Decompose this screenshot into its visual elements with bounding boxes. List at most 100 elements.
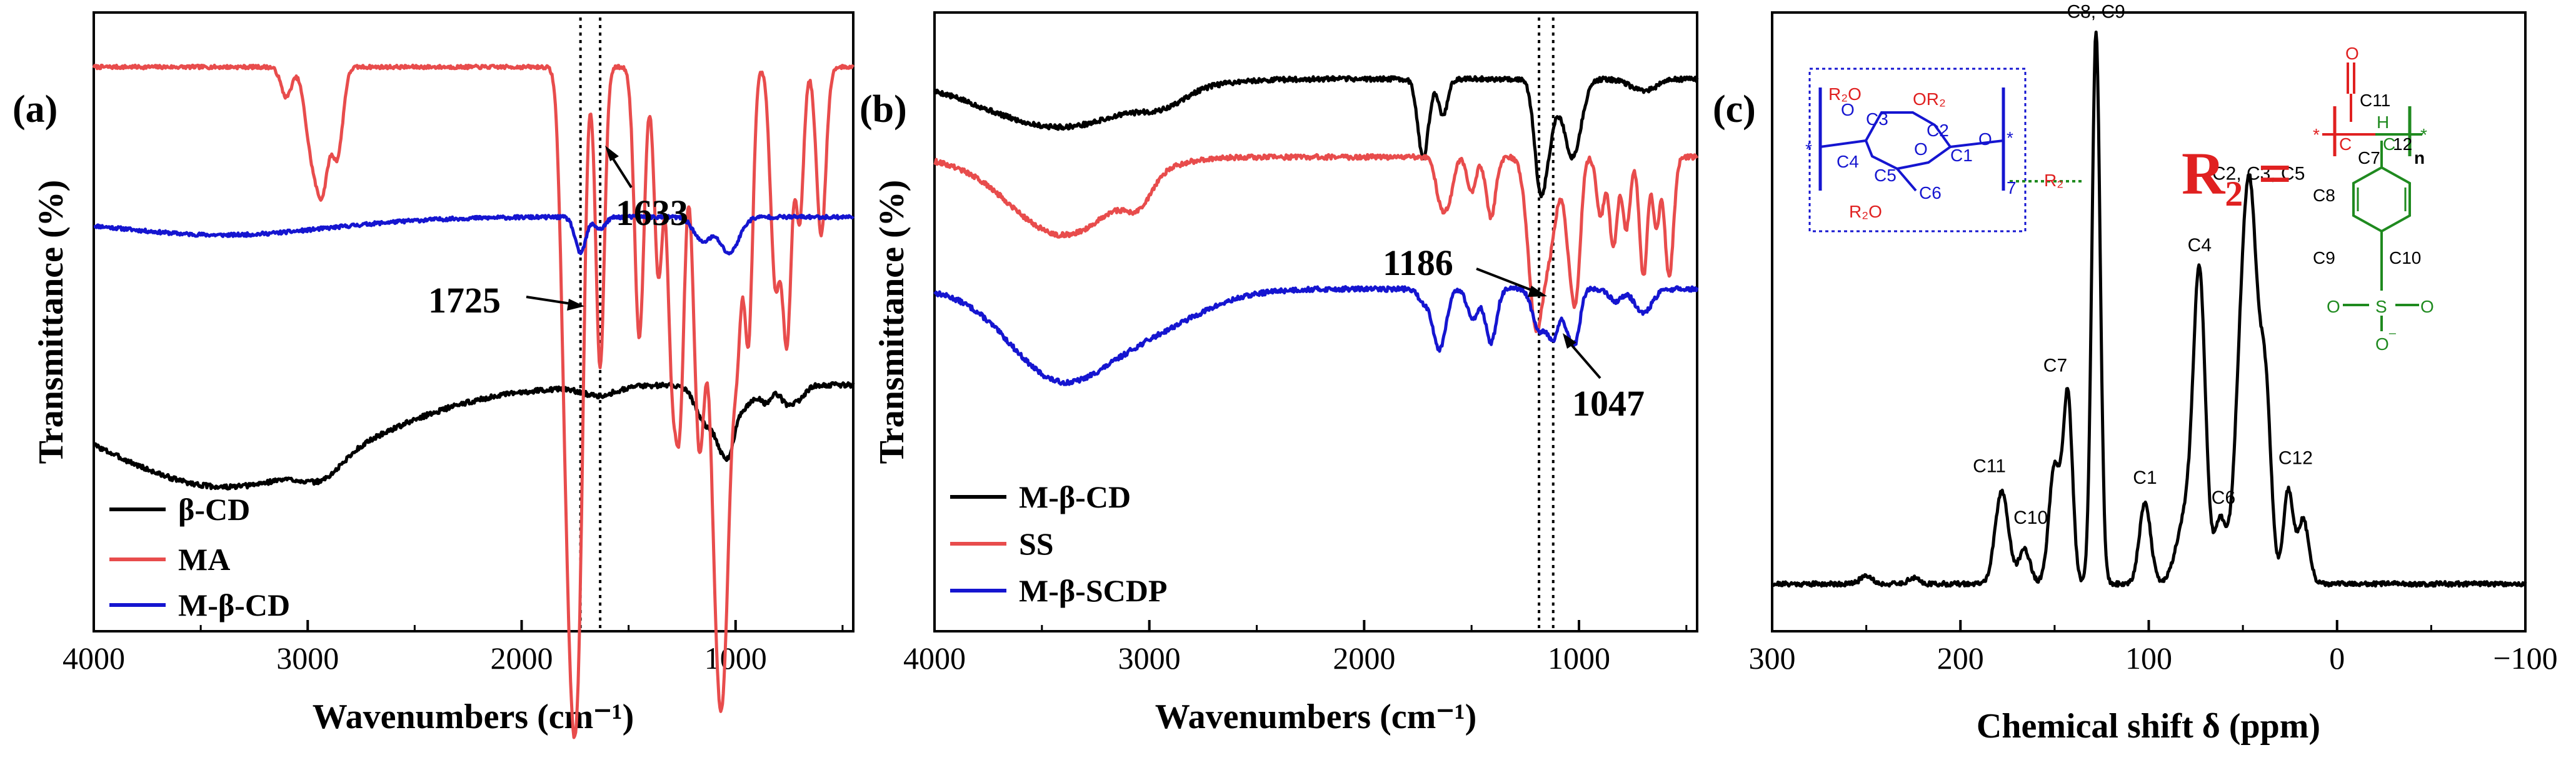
- peak-label: C11: [1973, 456, 2006, 476]
- cd-dotted-box: [1808, 68, 2027, 232]
- cd-label-star-left: *: [1805, 139, 1812, 159]
- poly-label-n: n: [2414, 148, 2425, 168]
- peak-label: C7: [2043, 355, 2067, 376]
- poly-label-c-green: C: [2383, 134, 2395, 154]
- peak-label: C1: [2133, 468, 2157, 488]
- cd-label-c2: C2: [1927, 121, 1949, 140]
- peak-label: C12: [2278, 448, 2313, 468]
- poly-label-c9: C9: [2313, 248, 2335, 268]
- series-line-ma: [92, 63, 855, 739]
- x-tick-label: 0: [2329, 641, 2345, 676]
- cd-label-star-right: *: [2007, 128, 2013, 148]
- cd-label-c1: C1: [1950, 146, 1973, 165]
- legend-label-ma: MA: [178, 542, 230, 577]
- annotation-1186-arrowhead: [1528, 286, 1547, 297]
- panel-b: (b) Transmittance (%) Wavenumbers (cm⁻¹)…: [860, 11, 1699, 736]
- annotation-1725-arrowhead: [567, 299, 584, 311]
- panel-c-series: [1771, 30, 2527, 588]
- x-tick-label: 3000: [276, 641, 339, 676]
- panel-c-label: (c): [1713, 88, 1756, 131]
- x-tick-label: 4000: [903, 641, 966, 676]
- annotation-1047-arrow: [1566, 339, 1601, 379]
- annotation-1186-arrow: [1476, 268, 1538, 294]
- poly-benzene-ring: [2352, 166, 2411, 233]
- legend-label-m-b-scdp: M-β-SCDP: [1019, 573, 1167, 608]
- poly-label-h: H: [2377, 112, 2389, 132]
- poly-label-star-left: *: [2313, 125, 2320, 144]
- legend-label-m-b-cd: M-β-CD: [178, 588, 290, 622]
- panel-b-label: (b): [860, 88, 907, 131]
- panel-a-legend: β-CD MA M-β-CD: [109, 492, 290, 622]
- peak-label: C10: [2013, 508, 2048, 528]
- legend-label-b-cd: β-CD: [178, 492, 250, 527]
- panel-a-ticks: 4000 3000 2000 1000: [63, 620, 844, 676]
- series-line-m-scdp: [933, 285, 1699, 386]
- cd-label-repeat: 7: [2007, 178, 2017, 198]
- annotation-1725: 1725: [428, 280, 501, 321]
- cd-label-o-c6: O: [1841, 100, 1855, 119]
- legend-label-ss: SS: [1019, 526, 1054, 561]
- x-tick-label: 100: [2125, 641, 2172, 676]
- series-line-m-cd: [93, 213, 855, 256]
- x-tick-label: 200: [1937, 641, 1984, 676]
- annotation-1725-arrow: [526, 296, 576, 306]
- legend-label-m-b-cd-b: M-β-CD: [1019, 479, 1131, 514]
- series-line-ss: [933, 152, 1699, 333]
- panel-a-label: (a): [13, 88, 58, 131]
- panel-a-frame: [93, 11, 854, 632]
- poly-label-o-right: O: [2420, 297, 2434, 316]
- series-line--cd: [92, 381, 855, 491]
- cd-label-r2o-bottom: R₂O: [1849, 202, 1882, 221]
- x-tick-label: 300: [1749, 641, 1796, 676]
- x-tick-label: 1000: [704, 641, 767, 676]
- cd-label-or2: OR₂: [1913, 89, 1946, 109]
- poly-label-o-left: O: [2327, 297, 2340, 316]
- panel-b-series: [933, 75, 1699, 386]
- poly-label-c-red: C: [2339, 134, 2352, 154]
- x-tick-label: 2000: [491, 641, 553, 676]
- panel-c-ticks: 300 200 100 0 −100: [1749, 620, 2558, 676]
- cd-label-c3: C3: [1866, 109, 1888, 129]
- panel-c-frame: [1771, 11, 2527, 632]
- panel-b-ylabel: Transmittance (%): [873, 180, 911, 464]
- cd-label-o-glyc: O: [1978, 129, 1992, 149]
- x-tick-label: 3000: [1118, 641, 1181, 676]
- panel-b-ticks: 4000 3000 2000 1000: [903, 620, 1688, 676]
- panel-a-annotations: 1633 1725: [428, 146, 688, 321]
- annotation-1047: 1047: [1572, 383, 1645, 424]
- poly-label-c11: C11: [2360, 91, 2390, 110]
- poly-label-star-right: *: [2420, 125, 2427, 144]
- annotation-1633: 1633: [616, 192, 688, 233]
- annotation-1047-arrowhead: [1563, 333, 1576, 349]
- cd-label-c5: C5: [1874, 166, 1897, 185]
- poly-label-o-bottom: O: [2375, 334, 2389, 354]
- series-line-m-cd: [933, 75, 1699, 199]
- polymer-structure: O C11 C H C 12 n C7 C8 C9 C10 S O O O ⁻ …: [2313, 44, 2434, 354]
- poly-label-c10: C10: [2389, 248, 2421, 268]
- panel-b-annotations: 1186 1047: [1383, 242, 1645, 424]
- x-tick-label: 2000: [1333, 641, 1395, 676]
- peak-label: C6: [2212, 488, 2235, 508]
- panel-a-xlabel: Wavenumbers (cm⁻¹): [313, 698, 634, 736]
- panel-b-reference-lines: [1538, 18, 1555, 629]
- cd-label-c6: C6: [1919, 183, 1942, 202]
- panel-a: (a) Transmittance (%) Wavenumbers (cm⁻¹)…: [13, 11, 855, 739]
- poly-label-s: S: [2375, 297, 2387, 316]
- cd-bond-c6: [1896, 168, 1917, 192]
- series-line-13c-nmr: [1771, 30, 2527, 588]
- cd-label-r2o-top: R₂O: [1828, 84, 1862, 104]
- peak-label: C8, C9: [2067, 2, 2125, 22]
- cd-label-o-ring: O: [1914, 139, 1928, 159]
- x-tick-label: 1000: [1548, 641, 1610, 676]
- panel-a-ylabel: Transmittance (%): [32, 180, 71, 464]
- poly-label-12: 12: [2393, 134, 2412, 154]
- poly-label-c8: C8: [2313, 186, 2335, 205]
- panel-b-frame: [933, 11, 1698, 632]
- panel-b-legend: M-β-CD SS M-β-SCDP: [950, 479, 1167, 608]
- poly-label-o-top: O: [2345, 44, 2359, 63]
- panel-a-series: [92, 63, 855, 739]
- panel-c: (c) Chemical shift δ (ppm) 300 200 100 0 −10…: [1713, 2, 2558, 746]
- annotation-1186: 1186: [1383, 242, 1453, 283]
- panel-c-peak-labels: C8, C9 C4 C2, C3, C5 C7 C1 C6 C12 C11 C10: [1973, 2, 2313, 528]
